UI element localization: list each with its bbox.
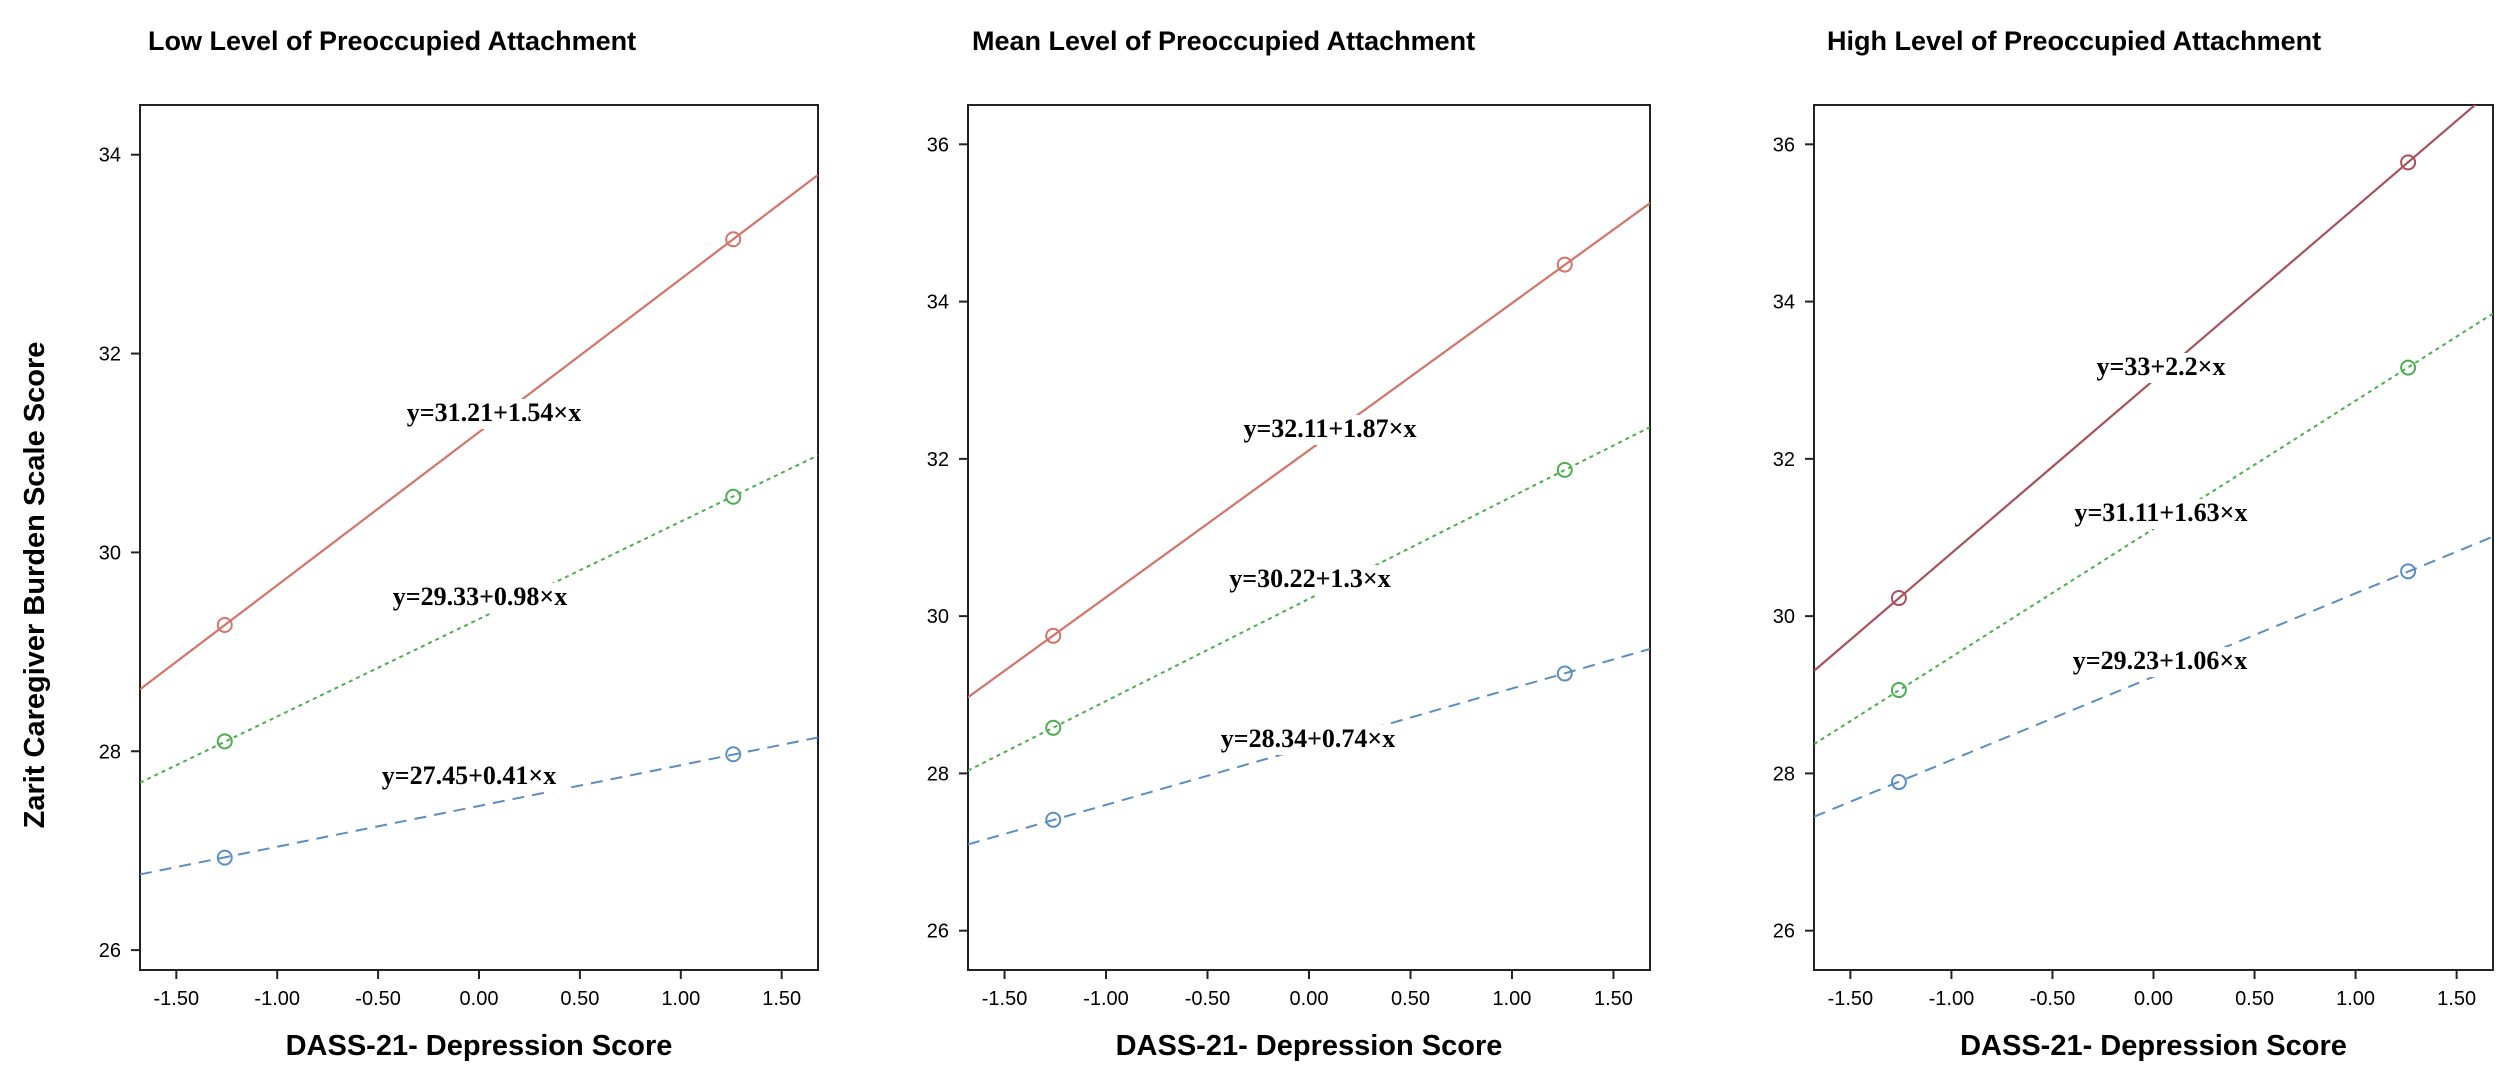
x-tick-label: 1.00 [661,988,700,1010]
y-tick-label: 30 [1773,606,1795,628]
data-point-mean [725,488,742,505]
x-tick-label: -0.50 [1185,988,1231,1010]
y-tick-label: 30 [927,606,949,628]
y-tick-label: 34 [1773,292,1795,314]
y-tick-label: 32 [927,449,949,471]
equation-label: y=30.22+1.3×x [1229,564,1390,593]
x-axis-label: DASS-21- Depression Score [286,1030,673,1062]
y-tick-label: 28 [99,741,121,763]
regression-line-high [140,173,818,691]
data-point-low [1890,774,1907,791]
regression-line-low [968,647,1650,846]
x-axis-label: DASS-21- Depression Score [1960,1030,2347,1062]
equation-label-bg [2091,353,2231,383]
x-tick-label: 1.50 [762,988,801,1010]
y-tick-label: 26 [1773,921,1795,943]
x-axis-label: DASS-21- Depression Score [1116,1030,1503,1062]
x-tick-label: -0.50 [355,988,401,1010]
equation-label-bg [2064,499,2258,529]
y-tick-label: 36 [1773,134,1795,156]
data-point-high [725,231,742,248]
equation-label-bg [383,583,577,613]
equation-label-bg [372,762,566,792]
data-point-low [216,849,233,866]
equation-label: y=29.23+1.06×x [2073,646,2247,675]
x-tick-label: 0.50 [1391,988,1430,1010]
x-tick-label: -1.50 [982,988,1028,1010]
panel-title: High Level of Preoccupied Attachment [1827,26,2321,56]
x-tick-label: 1.50 [1594,988,1633,1010]
equation-label-bg [1233,415,1427,445]
x-tick-label: -1.00 [254,988,300,1010]
data-point-mean [1890,682,1907,699]
x-tick-label: -1.50 [1828,988,1874,1010]
x-tick-label: 0.50 [560,988,599,1010]
x-tick-label: 1.00 [1493,988,1532,1010]
equation-label: y=33+2.2×x [2097,352,2226,381]
y-tick-label: 36 [927,134,949,156]
equation-label: y=28.34+0.74×x [1221,724,1395,753]
y-tick-label: 30 [99,542,121,564]
regression-line-high [968,202,1650,699]
panel-title: Low Level of Preoccupied Attachment [148,26,636,56]
y-tick-label: 32 [1773,449,1795,471]
x-tick-label: -0.50 [2030,988,2076,1010]
data-point-high [2400,154,2417,171]
y-tick-label: 28 [1773,763,1795,785]
data-point-low [725,746,742,763]
data-point-mean [1556,461,1573,478]
regression-line-mean [140,454,818,784]
x-tick-label: 1.50 [2437,988,2476,1010]
data-point-high [1045,627,1062,644]
regression-line-low [140,736,818,876]
x-tick-label: 1.00 [2336,988,2375,1010]
x-tick-label: 0.00 [1290,988,1329,1010]
plot-frame [139,104,819,971]
data-point-high [1890,590,1907,607]
x-tick-label: 0.00 [2134,988,2173,1010]
y-tick-label: 32 [99,344,121,366]
data-point-low [1556,665,1573,682]
y-tick-label: 26 [99,940,121,962]
equation-label-bg [397,399,591,429]
data-point-mean [216,733,233,750]
data-point-high [216,616,233,633]
panel-title: Mean Level of Preoccupied Attachment [972,26,1475,56]
x-tick-label: -1.50 [154,988,200,1010]
x-tick-label: 0.00 [460,988,499,1010]
equation-label: y=31.21+1.54×x [407,398,581,427]
y-axis-label: Zarit Caregiver Burden Scale Score [19,342,51,829]
x-tick-label: 0.50 [2235,988,2274,1010]
data-point-mean [1045,719,1062,736]
data-point-low [1045,811,1062,828]
y-tick-label: 34 [927,292,949,314]
equation-label: y=32.11+1.87×x [1243,414,1416,443]
data-point-low [2400,563,2417,580]
y-tick-label: 34 [99,145,121,167]
equation-label-bg [1220,565,1400,595]
plot-frame [1813,104,2494,971]
plot-frame [967,104,1651,971]
y-tick-label: 28 [927,763,949,785]
data-point-high [1556,256,1573,273]
equation-label: y=31.11+1.63×x [2074,498,2247,527]
data-point-mean [2400,359,2417,376]
equation-label: y=29.33+0.98×x [393,582,567,611]
y-tick-label: 26 [927,921,949,943]
x-tick-label: -1.00 [1083,988,1129,1010]
equation-label-bg [1211,725,1405,755]
x-tick-label: -1.00 [1929,988,1975,1010]
equation-label-bg [2063,647,2257,677]
equation-label: y=27.45+0.41×x [382,761,556,790]
